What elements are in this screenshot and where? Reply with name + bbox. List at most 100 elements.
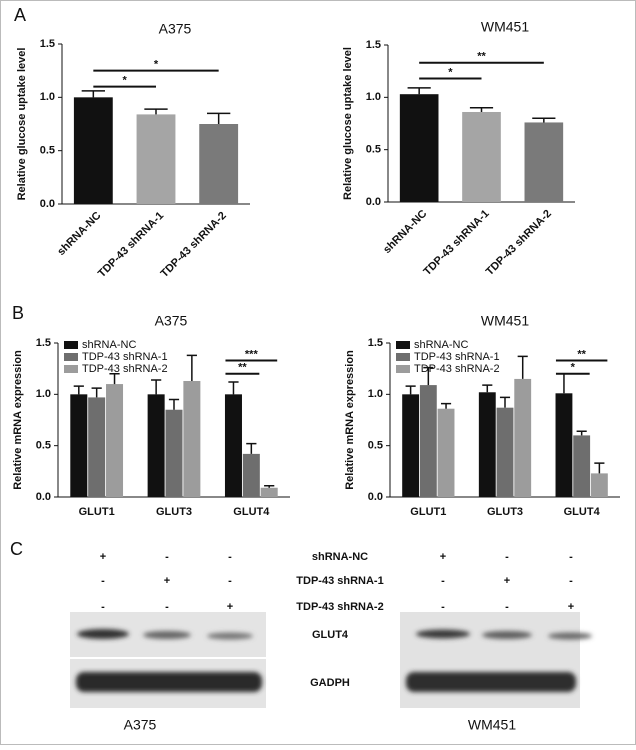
x-tick-label: shRNA-NC (55, 210, 103, 258)
condition-sign: - (505, 551, 509, 563)
bar (514, 378, 532, 497)
error-bar (482, 384, 493, 393)
condition-sign: - (101, 575, 105, 587)
y-axis-label: Relative glucose uptake level (16, 48, 28, 201)
y-tick-label: 0.0 (40, 198, 55, 210)
condition-sign: + (440, 551, 446, 563)
x-tick-label: GLUT1 (79, 506, 115, 518)
x-tick-label: shRNA-NC (381, 208, 429, 256)
bar (524, 122, 564, 202)
error-bar (532, 117, 556, 123)
significance-label: * (154, 59, 159, 71)
legend-label: TDP-43 shRNA-1 (82, 351, 168, 363)
bar (402, 394, 420, 497)
chart-title: WM451 (481, 313, 529, 329)
error-bar (440, 402, 452, 409)
y-axis-label: Relative mRNA expression (12, 350, 24, 490)
bar (573, 435, 591, 497)
y-axis-label: Relative mRNA expression (344, 350, 356, 490)
bar (437, 408, 455, 497)
significance-label: ** (577, 348, 586, 360)
error-bar (499, 396, 511, 408)
error-bar (91, 387, 102, 398)
y-tick-label: 1.5 (40, 38, 55, 50)
significance-label: * (123, 75, 128, 87)
bar (399, 94, 439, 202)
condition-sign: - (441, 575, 445, 587)
error-bar (558, 373, 570, 394)
x-tick-label: TDP-43 shRNA-1 (421, 208, 491, 278)
legend-label: TDP-43 shRNA-2 (414, 363, 500, 375)
y-tick-label: 1.0 (40, 91, 55, 103)
bar (106, 384, 124, 497)
y-tick-label: 0.0 (36, 491, 51, 503)
error-bar (73, 385, 84, 395)
cell-line-label: WM451 (468, 717, 516, 733)
legend-label: TDP-43 shRNA-2 (82, 363, 168, 375)
bar (165, 409, 183, 497)
bar (88, 397, 106, 497)
condition-sign: - (165, 601, 169, 613)
error-bar (246, 442, 257, 454)
panel-label: A (14, 5, 26, 25)
legend-swatch (396, 353, 410, 361)
bar (496, 407, 514, 497)
error-bar (168, 398, 180, 410)
x-tick-label: TDP-43 shRNA-2 (484, 208, 554, 278)
condition-sign: + (227, 601, 233, 613)
significance-label: *** (245, 348, 259, 360)
bar (147, 394, 165, 497)
condition-sign: + (504, 575, 510, 587)
band-label: GADPH (310, 677, 350, 689)
condition-sign: - (228, 551, 232, 563)
error-bar (576, 430, 587, 436)
y-tick-label: 0.5 (366, 144, 381, 156)
bar (260, 487, 278, 497)
y-tick-label: 0.5 (40, 145, 55, 157)
condition-sign: + (100, 551, 106, 563)
chart-title: A375 (159, 21, 192, 37)
bar (419, 385, 437, 497)
condition-sign: - (569, 551, 573, 563)
bar (242, 453, 260, 497)
y-tick-label: 1.5 (366, 39, 381, 51)
chart-title: A375 (155, 313, 188, 329)
panel-label: C (10, 539, 23, 559)
y-tick-label: 0.5 (368, 440, 383, 452)
x-tick-label: GLUT3 (156, 506, 192, 518)
legend-label: shRNA-NC (82, 339, 136, 351)
y-tick-label: 1.0 (368, 388, 383, 400)
legend-swatch (64, 341, 78, 349)
condition-sign: - (101, 601, 105, 613)
error-bar (207, 112, 231, 124)
chart-title: WM451 (481, 19, 529, 35)
error-bar (81, 90, 105, 98)
cell-line-label: A375 (124, 717, 157, 733)
bar (555, 393, 573, 497)
condition-sign: - (165, 551, 169, 563)
condition-label: TDP-43 shRNA-2 (296, 601, 383, 613)
x-tick-label: TDP-43 shRNA-1 (96, 210, 166, 280)
error-bar (264, 484, 275, 488)
blot-image (400, 612, 580, 708)
error-bar (423, 366, 434, 386)
x-tick-label: TDP-43 shRNA-2 (159, 210, 229, 280)
legend-swatch (396, 365, 410, 373)
condition-sign: - (228, 575, 232, 587)
blot-image (70, 612, 266, 708)
error-bar (405, 385, 416, 395)
significance-label: * (448, 66, 453, 78)
bar (136, 114, 176, 204)
legend-swatch (64, 365, 78, 373)
panel-label: B (12, 303, 24, 323)
condition-sign: - (569, 575, 573, 587)
legend-swatch (396, 341, 410, 349)
bar (183, 380, 201, 497)
error-bar (469, 107, 494, 112)
error-bar (228, 381, 239, 395)
significance-label: ** (477, 51, 486, 63)
y-tick-label: 1.5 (368, 337, 383, 349)
x-tick-label: GLUT1 (410, 506, 446, 518)
error-bar (109, 373, 120, 385)
